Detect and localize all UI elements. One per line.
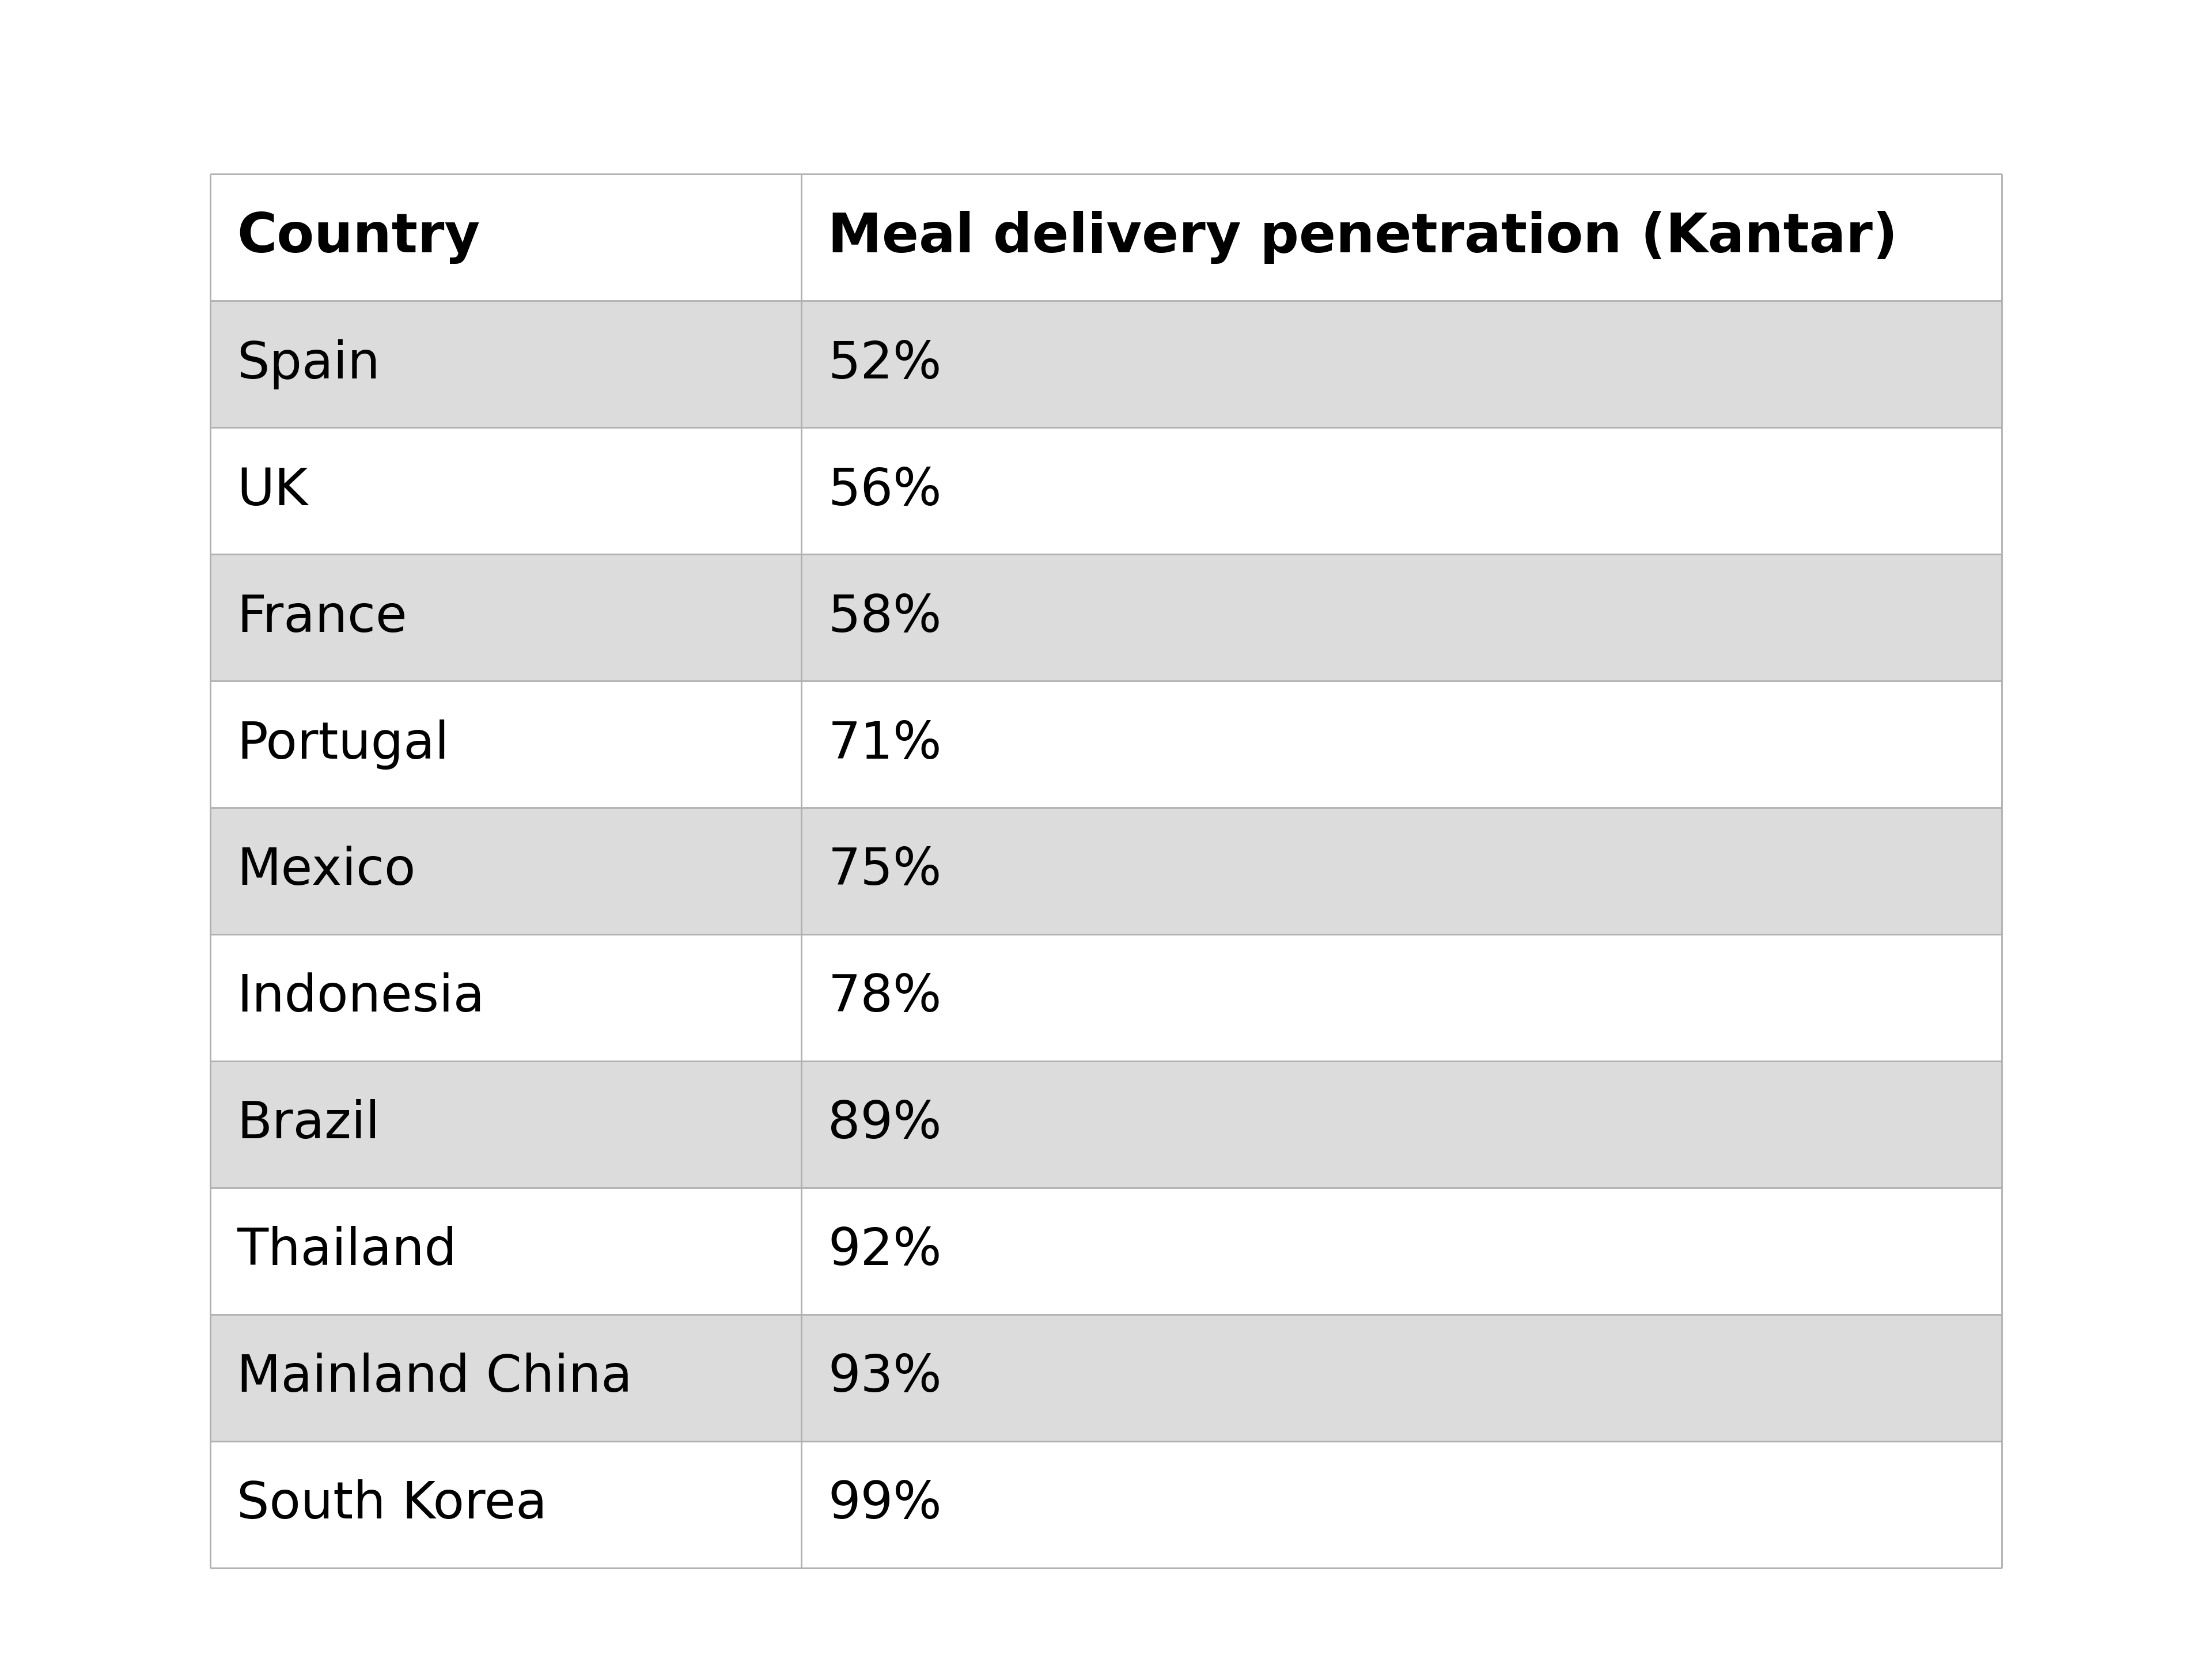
- Text: Thailand: Thailand: [237, 1226, 456, 1276]
- Text: 58%: 58%: [827, 592, 942, 642]
- Text: Indonesia: Indonesia: [237, 972, 484, 1022]
- Bar: [210, 808, 2002, 934]
- Text: South Korea: South Korea: [237, 1480, 546, 1530]
- Text: 56%: 56%: [827, 466, 942, 516]
- Bar: [210, 680, 2002, 808]
- Bar: [210, 1062, 2002, 1188]
- Bar: [210, 428, 2002, 554]
- Text: 93%: 93%: [827, 1352, 942, 1404]
- Text: 78%: 78%: [827, 972, 942, 1022]
- Text: 99%: 99%: [827, 1480, 942, 1530]
- Text: UK: UK: [237, 466, 307, 516]
- Text: 52%: 52%: [827, 338, 942, 390]
- Text: Meal delivery penetration (Kantar): Meal delivery penetration (Kantar): [827, 211, 1898, 264]
- Text: 71%: 71%: [827, 720, 942, 770]
- Text: Portugal: Portugal: [237, 720, 449, 770]
- Bar: [210, 1314, 2002, 1442]
- Bar: [210, 174, 2002, 300]
- Text: Spain: Spain: [237, 338, 380, 390]
- Text: 75%: 75%: [827, 846, 942, 896]
- Text: Mexico: Mexico: [237, 846, 416, 896]
- Text: 92%: 92%: [827, 1226, 942, 1276]
- Bar: [210, 1188, 2002, 1314]
- Bar: [210, 554, 2002, 680]
- Bar: [210, 1442, 2002, 1568]
- Text: Country: Country: [237, 211, 480, 264]
- Bar: [210, 300, 2002, 428]
- Text: 89%: 89%: [827, 1100, 942, 1150]
- Text: Mainland China: Mainland China: [237, 1352, 633, 1404]
- Bar: [210, 934, 2002, 1062]
- Text: Brazil: Brazil: [237, 1100, 380, 1150]
- Text: France: France: [237, 592, 407, 642]
